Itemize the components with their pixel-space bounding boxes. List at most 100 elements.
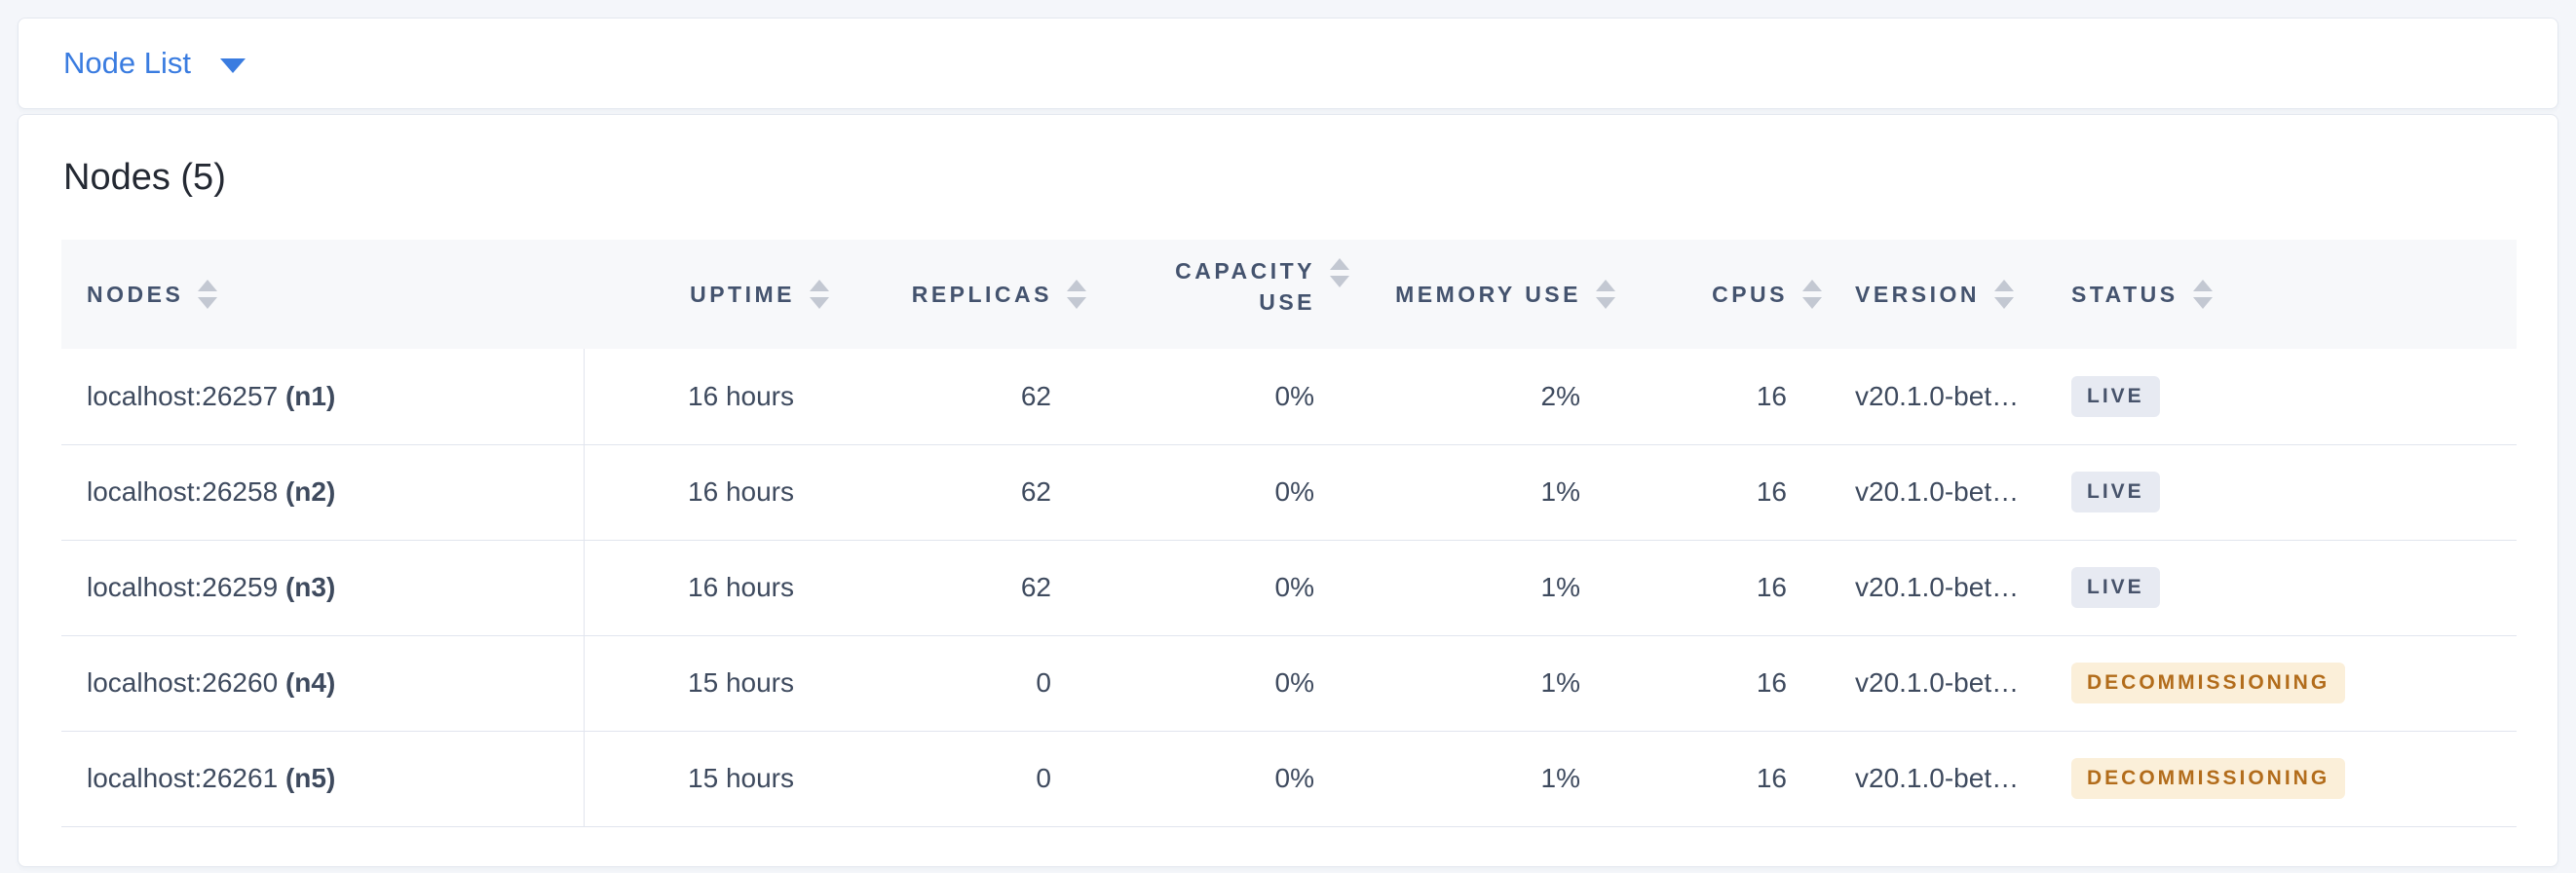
node-list-dropdown[interactable]: Node List: [63, 46, 246, 81]
node-name-cell: localhost:26260 (n4): [61, 635, 585, 731]
cpus-value: 16: [1756, 763, 1787, 793]
uptime-cell: 16 hours: [584, 349, 839, 444]
status-cell: LIVE: [2048, 540, 2517, 635]
memory-use-cell: 1%: [1359, 444, 1625, 540]
cpus-cell: 16: [1625, 349, 1832, 444]
capacity-use-value: 0%: [1274, 476, 1314, 507]
column-header-capacity-use[interactable]: CAPACITY USE: [1096, 240, 1359, 349]
memory-use-cell: 1%: [1359, 731, 1625, 826]
column-header-cpus[interactable]: CPUS: [1625, 247, 1832, 341]
version-value: v20.1.0-bet…: [1855, 763, 2020, 793]
cpus-value: 16: [1756, 572, 1787, 602]
status-cell: LIVE: [2048, 349, 2517, 444]
replicas-cell: 62: [839, 444, 1096, 540]
node-name-cell: localhost:26258 (n2): [61, 444, 585, 540]
replicas-cell: 0: [839, 635, 1096, 731]
node-name-cell: localhost:26257 (n1): [61, 349, 585, 444]
table-row: localhost:26260 (n4) 15 hours 0 0% 1% 16…: [61, 635, 2517, 731]
column-header-version[interactable]: VERSION: [1832, 247, 2048, 341]
node-address: localhost:26259: [87, 572, 279, 602]
status-badge: LIVE: [2071, 375, 2160, 417]
nodes-table-body: localhost:26257 (n1) 16 hours 62 0% 2% 1…: [61, 349, 2517, 826]
node-name-cell: localhost:26261 (n5): [61, 731, 585, 826]
cpus-value: 16: [1756, 667, 1787, 698]
status-badge: LIVE: [2071, 472, 2160, 512]
node-id: (n1): [284, 380, 336, 411]
sort-icon: [1994, 280, 2015, 309]
column-label: VERSION: [1855, 281, 1981, 307]
cpus-cell: 16: [1625, 731, 1832, 826]
node-name-cell: localhost:26259 (n3): [61, 540, 585, 635]
uptime-cell: 15 hours: [584, 731, 839, 826]
cpus-cell: 16: [1625, 540, 1832, 635]
column-label: CAPACITY USE: [1175, 258, 1315, 315]
column-header-status[interactable]: STATUS: [2048, 247, 2517, 341]
node-list-dropdown-label: Node List: [63, 46, 191, 80]
uptime-value: 15 hours: [688, 763, 794, 793]
capacity-use-cell: 0%: [1096, 635, 1359, 731]
version-value: v20.1.0-bet…: [1855, 572, 2020, 602]
uptime-cell: 16 hours: [584, 444, 839, 540]
uptime-cell: 16 hours: [584, 540, 839, 635]
column-header-replicas[interactable]: REPLICAS: [839, 247, 1096, 341]
caret-down-icon: [219, 57, 246, 73]
table-row: localhost:26258 (n2) 16 hours 62 0% 1% 1…: [61, 444, 2517, 540]
sort-icon: [1330, 258, 1349, 287]
node-address: localhost:26260: [87, 667, 279, 698]
sort-icon: [2192, 280, 2213, 309]
uptime-value: 16 hours: [688, 476, 794, 507]
replicas-value: 62: [1020, 380, 1051, 411]
status-badge: DECOMMISSIONING: [2071, 663, 2346, 703]
replicas-cell: 0: [839, 731, 1096, 826]
memory-use-value: 1%: [1540, 572, 1580, 602]
column-label: NODES: [87, 281, 184, 307]
version-cell: v20.1.0-bet…: [1832, 635, 2048, 731]
column-label: MEMORY USE: [1395, 281, 1581, 307]
column-header-uptime[interactable]: UPTIME: [584, 247, 839, 341]
memory-use-value: 1%: [1540, 763, 1580, 793]
sort-icon: [1802, 280, 1822, 309]
memory-use-cell: 1%: [1359, 635, 1625, 731]
node-id: (n3): [284, 572, 336, 602]
capacity-use-cell: 0%: [1096, 444, 1359, 540]
replicas-cell: 62: [839, 540, 1096, 635]
capacity-use-value: 0%: [1274, 572, 1314, 602]
memory-use-value: 2%: [1540, 380, 1580, 411]
cpus-cell: 16: [1625, 444, 1832, 540]
memory-use-value: 1%: [1540, 476, 1580, 507]
node-id: (n5): [284, 763, 336, 793]
column-label: UPTIME: [690, 281, 795, 307]
column-label: REPLICAS: [911, 281, 1052, 307]
replicas-value: 0: [1036, 667, 1051, 698]
status-badge: LIVE: [2071, 567, 2160, 608]
status-cell: LIVE: [2048, 444, 2517, 540]
node-address: localhost:26257: [87, 380, 279, 411]
uptime-value: 16 hours: [688, 380, 794, 411]
nodes-card: Nodes (5) NODES UPTIME REPLICAS: [18, 114, 2558, 867]
capacity-use-cell: 0%: [1096, 731, 1359, 826]
sort-icon: [1067, 280, 1086, 309]
table-row: localhost:26257 (n1) 16 hours 62 0% 2% 1…: [61, 349, 2517, 444]
capacity-use-value: 0%: [1274, 763, 1314, 793]
capacity-use-value: 0%: [1274, 380, 1314, 411]
uptime-value: 16 hours: [688, 572, 794, 602]
capacity-use-cell: 0%: [1096, 540, 1359, 635]
sort-icon: [810, 280, 829, 309]
capacity-use-value: 0%: [1274, 667, 1314, 698]
replicas-value: 0: [1036, 763, 1051, 793]
nodes-table: NODES UPTIME REPLICAS CAPACITY USE MEMOR…: [61, 240, 2517, 827]
node-address: localhost:26261: [87, 763, 279, 793]
table-row: localhost:26259 (n3) 16 hours 62 0% 1% 1…: [61, 540, 2517, 635]
section-title: Nodes (5): [63, 157, 226, 198]
version-value: v20.1.0-bet…: [1855, 667, 2020, 698]
sort-icon: [1596, 280, 1615, 309]
node-address: localhost:26258: [87, 476, 279, 507]
version-value: v20.1.0-bet…: [1855, 476, 2020, 507]
memory-use-cell: 1%: [1359, 540, 1625, 635]
uptime-value: 15 hours: [688, 667, 794, 698]
column-header-memory-use[interactable]: MEMORY USE: [1359, 247, 1625, 341]
cpus-cell: 16: [1625, 635, 1832, 731]
replicas-value: 62: [1020, 476, 1051, 507]
column-header-nodes[interactable]: NODES: [61, 247, 584, 341]
status-cell: DECOMMISSIONING: [2048, 731, 2517, 826]
